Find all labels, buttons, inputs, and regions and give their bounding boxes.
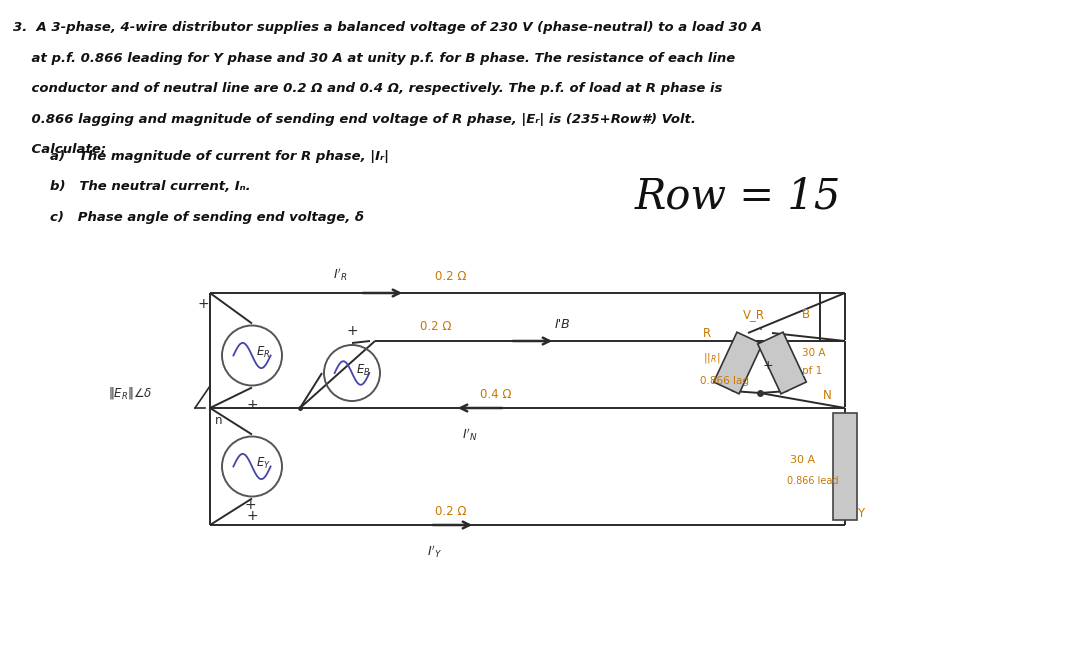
- Text: 30 A: 30 A: [790, 455, 816, 465]
- Text: 0.2 Ω: 0.2 Ω: [435, 505, 466, 518]
- Text: R: R: [703, 326, 711, 339]
- Text: Y: Y: [857, 507, 865, 520]
- Text: $I'_R$: $I'_R$: [332, 267, 347, 283]
- Text: 3.  A 3-phase, 4-wire distributor supplies a balanced voltage of 230 V (phase-ne: 3. A 3-phase, 4-wire distributor supplie…: [13, 21, 762, 34]
- Text: 30 A: 30 A: [802, 348, 825, 358]
- Polygon shape: [713, 332, 762, 394]
- Text: $I'_N$: $I'_N$: [462, 426, 478, 443]
- Text: Calculate;: Calculate;: [13, 143, 106, 156]
- Text: 0.2 Ω: 0.2 Ω: [435, 270, 466, 283]
- Text: +: +: [246, 509, 258, 522]
- Text: $||_R|$: $||_R|$: [703, 351, 721, 365]
- Text: 0.866 lagging and magnitude of sending end voltage of R phase, |Eᵣ| is (235+Row#: 0.866 lagging and magnitude of sending e…: [13, 113, 696, 125]
- Text: at p.f. 0.866 leading for Y phase and 30 A at unity p.f. for B phase. The resist: at p.f. 0.866 leading for Y phase and 30…: [13, 52, 735, 64]
- Text: pf 1: pf 1: [802, 366, 822, 376]
- Text: c)   Phase angle of sending end voltage, δ: c) Phase angle of sending end voltage, δ: [50, 211, 364, 223]
- Text: n: n: [215, 414, 222, 427]
- Text: V_R: V_R: [743, 308, 764, 321]
- Text: $E_R$: $E_R$: [257, 345, 271, 360]
- Polygon shape: [758, 332, 806, 394]
- Text: a)   The magnitude of current for R phase, |Iᵣ|: a) The magnitude of current for R phase,…: [50, 150, 389, 162]
- Text: Row = 15: Row = 15: [635, 175, 842, 217]
- Text: +: +: [763, 359, 773, 371]
- Text: +: +: [197, 297, 209, 311]
- Text: 0.866 lag: 0.866 lag: [700, 376, 749, 386]
- Text: +: +: [246, 398, 258, 412]
- Text: 0.2 Ω: 0.2 Ω: [420, 320, 452, 333]
- Text: $I'_Y$: $I'_Y$: [427, 543, 442, 560]
- Text: B: B: [802, 308, 810, 321]
- Text: 0.866 lead: 0.866 lead: [787, 475, 839, 485]
- Text: b)   The neutral current, Iₙ.: b) The neutral current, Iₙ.: [50, 180, 250, 193]
- Bar: [833, 413, 857, 520]
- Text: 0.4 Ω: 0.4 Ω: [480, 388, 512, 401]
- Text: $E_Y$: $E_Y$: [257, 456, 271, 471]
- Text: N: N: [823, 389, 832, 402]
- Text: conductor and of neutral line are 0.2 Ω and 0.4 Ω, respectively. The p.f. of loa: conductor and of neutral line are 0.2 Ω …: [13, 82, 722, 95]
- Text: +: +: [244, 497, 256, 511]
- Text: +: +: [346, 324, 358, 338]
- Text: I'B: I'B: [555, 318, 571, 331]
- Text: $\|E_R\|\angle\delta$: $\|E_R\|\angle\delta$: [108, 385, 152, 401]
- Text: $E_B$: $E_B$: [356, 363, 370, 378]
- Text: $\cdot$: $\cdot$: [758, 322, 762, 335]
